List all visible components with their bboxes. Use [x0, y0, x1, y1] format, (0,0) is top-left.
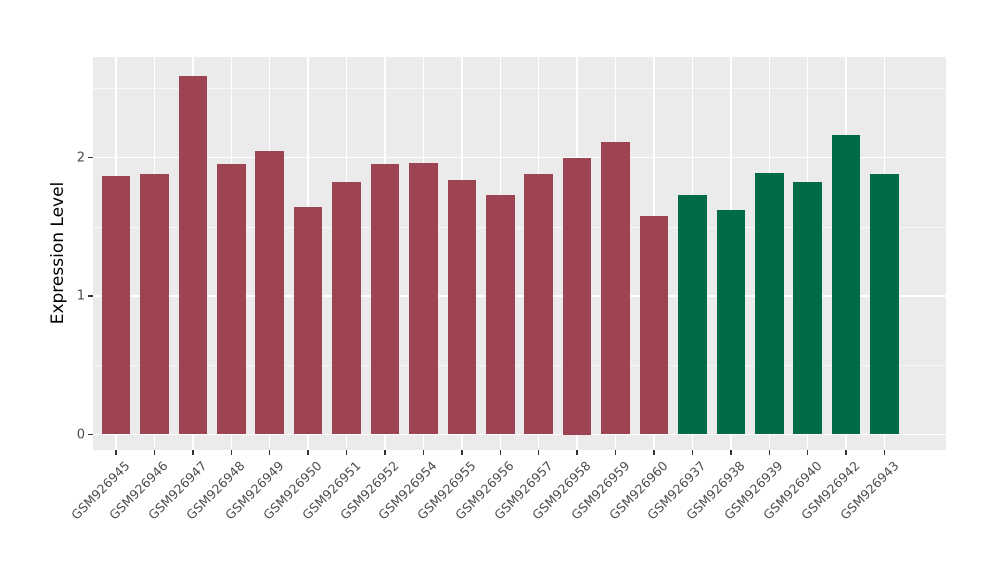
- bar-GSM926947: [178, 75, 208, 435]
- x-axis-tick: [768, 450, 770, 455]
- x-axis-tick: [307, 450, 309, 455]
- x-axis-tick: [345, 450, 348, 455]
- bar-GSM926940: [793, 182, 822, 435]
- x-axis-tick: [384, 450, 386, 455]
- gridline-major-horizontal: [93, 295, 946, 297]
- x-axis-tick: [230, 450, 233, 455]
- gridline-minor-horizontal: [93, 365, 946, 367]
- y-tick-label: 2: [76, 150, 85, 165]
- x-axis-tick: [153, 450, 156, 455]
- bar-GSM926956: [486, 194, 515, 435]
- x-axis-tick: [192, 450, 194, 455]
- bar-GSM926946: [140, 174, 169, 435]
- gridline-minor-horizontal: [93, 88, 946, 90]
- bar-GSM926949: [255, 150, 284, 435]
- x-axis-tick: [268, 450, 271, 455]
- plot-panel: [93, 57, 946, 450]
- bar-GSM926950: [293, 207, 323, 435]
- bar-GSM926942: [831, 135, 861, 435]
- x-axis-tick: [730, 450, 732, 455]
- y-tick-label: 1: [76, 288, 85, 304]
- x-axis-tick: [691, 450, 694, 455]
- bar-GSM926960: [639, 215, 669, 435]
- y-axis-tick: [88, 433, 93, 436]
- x-axis-tick: [806, 450, 809, 455]
- x-axis-tick: [653, 450, 655, 455]
- bar-GSM926959: [601, 142, 630, 435]
- gridline-major-horizontal: [93, 156, 946, 159]
- bar-GSM926952: [370, 164, 400, 435]
- bar-GSM926954: [409, 163, 438, 435]
- bar-GSM926943: [870, 174, 899, 435]
- x-axis-tick: [614, 450, 617, 455]
- bar-GSM926948: [217, 164, 246, 435]
- bar-GSM926945: [101, 175, 131, 435]
- x-axis-tick: [422, 450, 425, 455]
- gridline-major-horizontal: [93, 433, 946, 436]
- y-axis-tick: [88, 295, 93, 297]
- bar-GSM926938: [716, 210, 746, 435]
- bar-GSM926937: [678, 194, 707, 435]
- bar-GSM926958: [562, 157, 592, 435]
- y-tick-label: 0: [76, 427, 85, 442]
- x-axis-tick: [499, 450, 502, 455]
- x-axis-tick: [883, 450, 886, 455]
- x-axis-tick: [845, 450, 847, 455]
- bar-GSM926957: [524, 174, 553, 435]
- x-axis-tick: [537, 450, 540, 455]
- x-axis-tick: [115, 450, 117, 455]
- x-axis-tick: [576, 450, 578, 455]
- bar-GSM926951: [332, 182, 361, 435]
- bar-GSM926939: [755, 172, 784, 435]
- bar-GSM926955: [447, 179, 477, 435]
- y-axis-tick: [88, 156, 93, 159]
- gridline-minor-horizontal: [93, 226, 946, 228]
- x-axis-tick: [461, 450, 463, 455]
